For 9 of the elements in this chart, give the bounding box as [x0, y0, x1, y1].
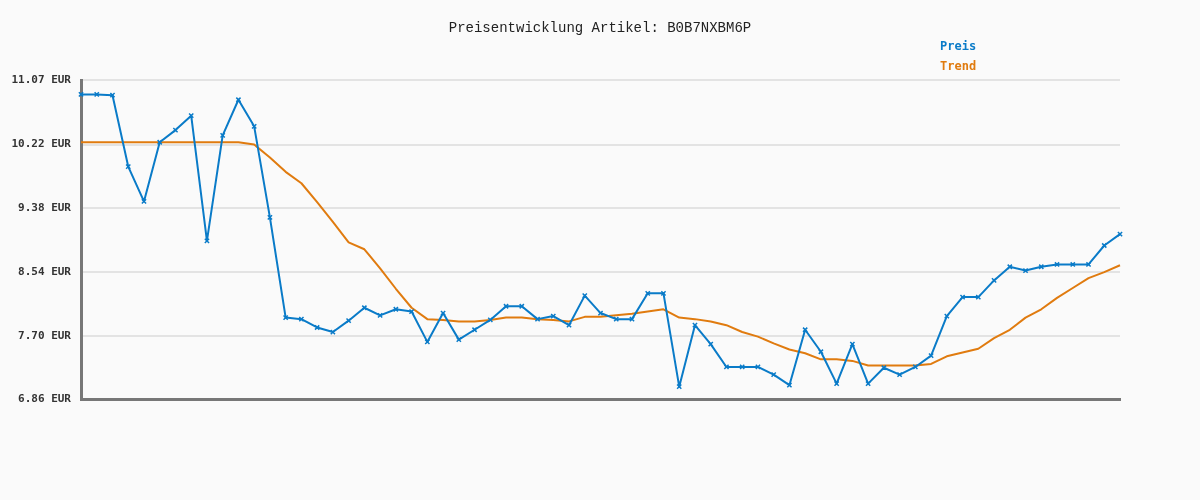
chart-title: Preisentwicklung Artikel: B0B7NXBM6P	[447, 20, 753, 36]
text: Preis	[940, 38, 977, 55]
y-tick-label: 6.86 EUR	[18, 392, 72, 406]
y-tick-label: 8.54 EUR	[18, 264, 72, 278]
text: Trend	[940, 58, 977, 75]
y-tick-label: 7.70 EUR	[18, 328, 72, 342]
y-tick-label: 10.22 EUR	[11, 137, 72, 151]
y-tick-label: 9.38 EUR	[18, 201, 72, 215]
y-tick-label: 11.07 EUR	[11, 72, 72, 86]
